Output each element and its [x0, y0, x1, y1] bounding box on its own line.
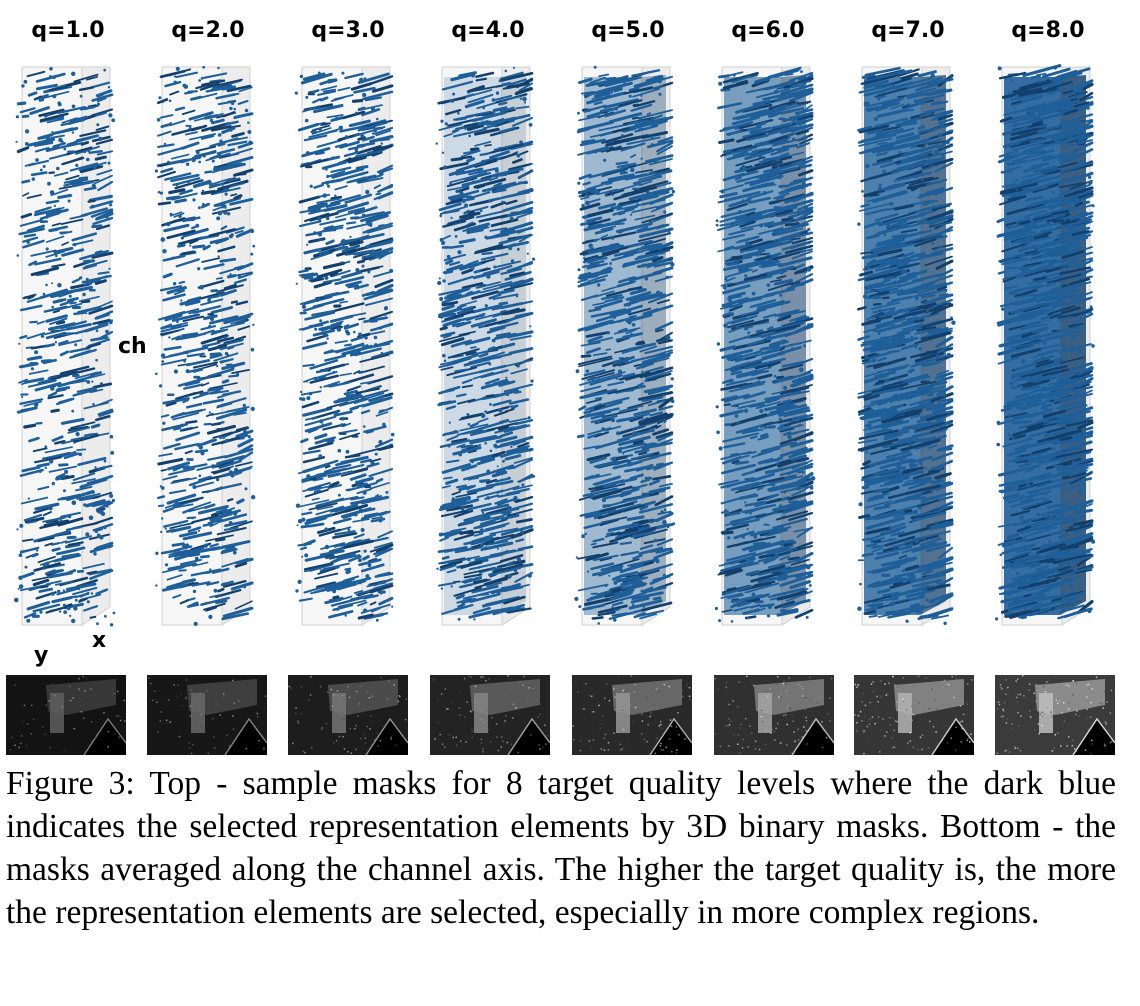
averaged-mask-3 — [288, 675, 408, 755]
quality-label-4: q=4.0 — [451, 18, 525, 43]
mask-column-5 — [574, 65, 676, 626]
mask-column-7 — [857, 66, 956, 626]
quality-label-8: q=8.0 — [1011, 18, 1085, 43]
averaged-mask-2 — [147, 675, 267, 755]
axis-label-x: x — [92, 628, 107, 653]
mask-column-2 — [154, 65, 256, 627]
quality-label-3: q=3.0 — [311, 18, 385, 43]
axis-label-y: y — [34, 643, 49, 668]
averaged-mask-5 — [572, 675, 692, 755]
mask-elements — [714, 66, 816, 623]
quality-label-7: q=7.0 — [871, 18, 945, 43]
quality-label-2: q=2.0 — [171, 18, 245, 43]
mask-column-6 — [714, 66, 816, 626]
mask-elements — [995, 64, 1096, 621]
averaged-mask-6 — [714, 675, 834, 755]
mask-column-4 — [435, 66, 536, 626]
averaged-mask-8 — [995, 675, 1115, 755]
mask-elements — [294, 71, 395, 622]
quality-label-5: q=5.0 — [591, 18, 665, 43]
figure-caption: Figure 3: Top - sample masks for 8 targe… — [6, 765, 1116, 931]
mask-elements — [14, 67, 116, 627]
mask-elements — [857, 66, 956, 625]
mask-elements — [154, 65, 256, 627]
averaged-mask-1 — [6, 675, 126, 755]
mask-column-8 — [995, 64, 1096, 626]
quality-label-1: q=1.0 — [31, 18, 105, 43]
averaged-mask-4 — [430, 675, 550, 755]
mask-elements — [574, 65, 676, 625]
mask-elements — [435, 66, 536, 621]
mask-figure: q=1.0 q=2.0 q=3.0 q=4.0 q=5.0 q=6.0 q=7.… — [6, 18, 1115, 755]
quality-label-6: q=6.0 — [731, 18, 805, 43]
mask-column-1 — [14, 66, 116, 627]
averaged-mask-7 — [854, 675, 974, 755]
mask-column-3 — [294, 66, 395, 626]
axis-label-ch: ch — [118, 334, 147, 359]
